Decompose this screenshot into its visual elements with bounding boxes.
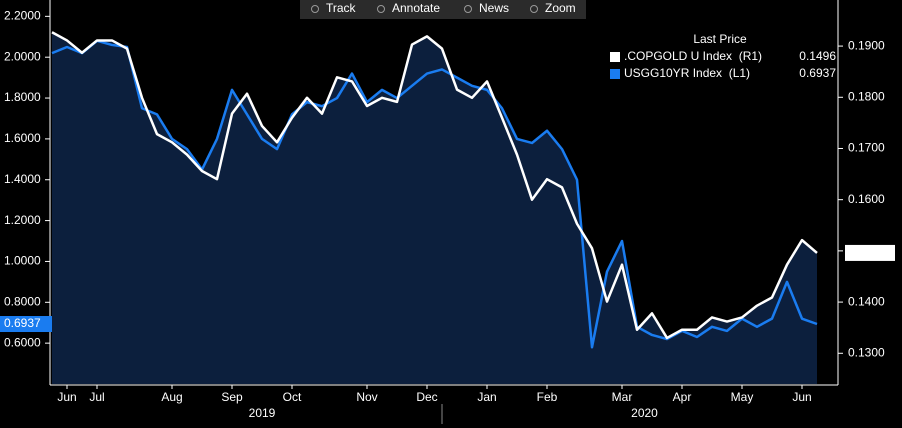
series-line [51,31,818,340]
last-value-box [0,316,52,333]
y-tick-label: 0.8000 [4,294,41,308]
legend-label: .COPGOLD U Index (R1) [624,49,762,63]
toolbar-bg [300,0,586,19]
x-tick-label: Dec [416,390,437,404]
x-tick-label: Feb [537,390,558,404]
x-tick-label: Nov [356,390,377,404]
toolbar-icon [530,5,538,13]
x-tick-label: May [731,390,754,404]
legend-swatch [610,69,620,79]
toolbar-icon [311,5,319,13]
x-tick-label: Jun [57,390,76,404]
x-tick-label: Oct [283,390,302,404]
y-tick-label: 1.4000 [4,172,41,186]
legend-value: 0.1496 [799,49,836,63]
y2-tick-label: 0.1900 [848,38,885,52]
area [52,40,817,384]
y-tick-label: 2.2000 [4,9,41,23]
y2-tick-label: 0.1700 [848,141,885,155]
legend-label: USGG10YR Index (L1) [624,66,750,80]
x-tick-label: Jul [89,390,104,404]
legend-swatch [610,52,620,62]
y-tick-label: 1.6000 [4,131,41,145]
x-tick-label: Sep [221,390,243,404]
y-tick-label: 1.0000 [4,254,41,268]
x-tick-label: Aug [161,390,182,404]
x-tick-label: Jan [477,390,496,404]
last-value-box [845,244,895,261]
toolbar: Track Annotate News Zoom [300,0,586,19]
year-label: 2019 [249,406,276,420]
toolbar-icon [377,5,385,13]
series-line [51,39,818,349]
y-tick-label: 1.8000 [4,90,41,104]
y2-tick-label: 0.1600 [848,192,885,206]
y-tick-label: 2.0000 [4,49,41,63]
toolbar-button[interactable]: Zoom [545,1,576,15]
y2-tick-label: 0.1800 [848,89,885,103]
toolbar-button[interactable]: Annotate [392,1,440,15]
toolbar-button[interactable]: Track [326,1,357,15]
toolbar-icon [464,5,472,13]
legend-value: 0.6937 [799,66,836,80]
legend-title: Last Price [693,32,747,46]
y-tick-label: 0.6000 [4,335,41,349]
x-tick-label: Mar [612,390,633,404]
y2-tick-label: 0.1400 [848,294,885,308]
x-tick-label: Apr [673,390,692,404]
last-value-label: 0.6937 [4,316,41,330]
last-value-label: 0.1496 [850,245,887,259]
legend-bg [603,30,839,86]
y2-tick-label: 0.1300 [848,345,885,359]
year-label: 2020 [631,406,658,420]
x-tick-label: Jun [792,390,811,404]
toolbar-button[interactable]: News [479,1,509,15]
y-tick-label: 1.2000 [4,213,41,227]
